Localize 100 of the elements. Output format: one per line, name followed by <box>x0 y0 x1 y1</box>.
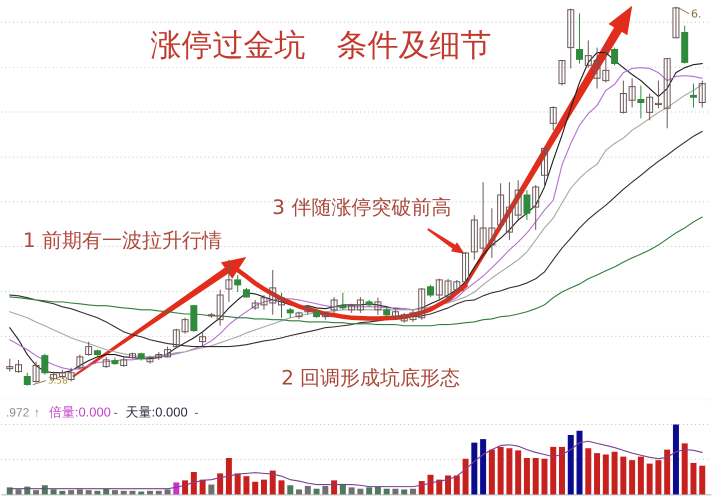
bar <box>322 486 328 494</box>
bar <box>208 484 214 494</box>
bar <box>287 485 294 494</box>
text: - <box>194 406 198 420</box>
bar <box>243 476 250 494</box>
bar <box>260 480 267 494</box>
candlestick <box>698 80 706 108</box>
text: ↑ <box>34 406 40 420</box>
bar <box>156 490 162 494</box>
bar <box>541 458 548 494</box>
text: 天量:0.000 <box>126 404 188 420</box>
bar <box>585 448 592 494</box>
bar <box>217 473 224 494</box>
text: .972 <box>6 406 30 420</box>
candlestick <box>488 208 496 258</box>
bar <box>506 448 512 494</box>
bar <box>314 488 320 494</box>
bar <box>410 488 416 494</box>
bar <box>655 460 662 494</box>
bar <box>401 489 408 494</box>
bar <box>357 488 364 494</box>
bar <box>462 458 469 494</box>
bar <box>173 482 180 494</box>
bar <box>672 424 679 494</box>
bar <box>59 490 66 494</box>
annotation: 2 回调形成坑底形态 <box>281 366 460 390</box>
bar <box>200 480 206 494</box>
bar <box>296 489 302 494</box>
candlestick <box>24 372 31 386</box>
candlestick <box>497 182 504 230</box>
candlestick <box>611 47 618 66</box>
candlestick <box>32 361 40 384</box>
candlestick <box>252 299 259 310</box>
candlestick <box>278 292 285 318</box>
bar <box>234 473 241 494</box>
bar <box>445 475 452 494</box>
annotation: 1 前期有一波拉升行情 <box>22 228 222 252</box>
bar <box>120 490 127 494</box>
bar <box>76 489 83 494</box>
bar <box>278 480 284 494</box>
bar <box>594 453 600 494</box>
bar <box>664 450 670 494</box>
text: 涨停过金坑 条件及细节 <box>150 28 492 64</box>
candlestick <box>418 287 426 320</box>
bar <box>252 482 258 494</box>
bar <box>682 443 688 494</box>
candlestick <box>602 42 610 83</box>
candlestick <box>348 303 356 314</box>
bar <box>471 442 478 494</box>
candlestick <box>199 331 206 348</box>
bar <box>638 456 644 494</box>
candlestick <box>120 357 128 368</box>
bar <box>340 484 346 494</box>
bar <box>612 452 618 494</box>
bar <box>33 490 40 494</box>
candlestick <box>41 353 48 376</box>
text: 倍量:0.000 <box>48 404 111 420</box>
candlestick <box>225 259 232 302</box>
bar <box>304 486 311 494</box>
bar <box>480 439 486 494</box>
bar <box>374 486 381 494</box>
bar <box>331 480 338 494</box>
candlestick <box>356 296 364 314</box>
annotation: 3.58 <box>48 376 68 387</box>
candlestick <box>427 284 434 298</box>
candlestick <box>409 309 416 322</box>
bar <box>129 490 136 494</box>
bar <box>550 446 556 494</box>
candlestick <box>102 356 110 368</box>
bar <box>602 454 609 494</box>
bar <box>532 458 539 494</box>
bar <box>164 489 171 494</box>
candlestick <box>76 354 84 370</box>
bar <box>559 446 565 494</box>
candlestick <box>532 184 540 230</box>
bar <box>384 488 390 494</box>
candlestick <box>234 274 242 293</box>
bar <box>86 490 92 494</box>
candlestick <box>85 341 92 356</box>
bar <box>699 466 706 494</box>
bar <box>436 480 442 494</box>
candlestick <box>374 297 382 316</box>
bar <box>182 480 188 494</box>
bar <box>366 487 372 494</box>
bar <box>690 462 696 494</box>
candlestick <box>646 92 654 121</box>
bar <box>94 490 100 494</box>
candlestick <box>286 307 294 318</box>
candlestick <box>550 106 557 131</box>
candlestick <box>383 307 390 318</box>
candlestick <box>690 83 697 108</box>
candlestick <box>330 296 338 316</box>
bar <box>568 434 574 494</box>
bar <box>428 474 434 494</box>
candlestick <box>576 13 584 64</box>
bar <box>226 458 232 494</box>
bar <box>348 487 355 494</box>
bar <box>50 489 57 494</box>
bar <box>112 490 118 494</box>
candlestick <box>540 146 548 188</box>
